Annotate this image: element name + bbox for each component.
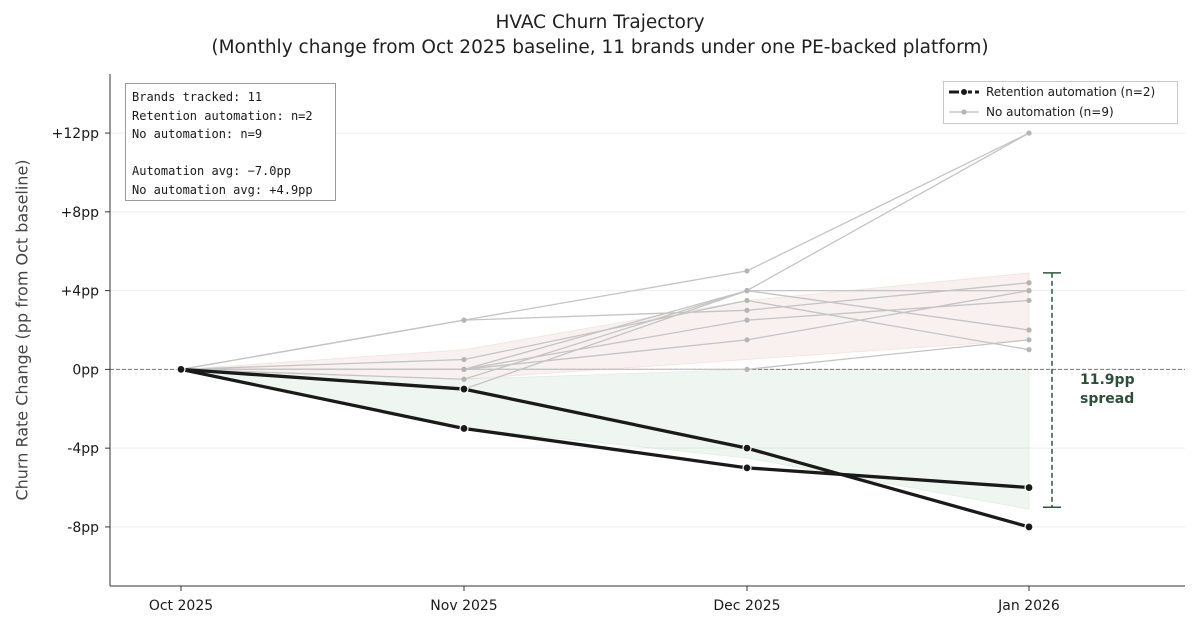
stats-line: Retention automation: n=2	[132, 108, 313, 123]
stats-line: No automation: n=9	[132, 127, 263, 141]
series-line-automation	[180, 367, 1030, 529]
x-tick-label: Jan 2026	[997, 598, 1060, 614]
data-point-automation	[1024, 522, 1034, 532]
stats-line: Automation avg: −7.0pp	[132, 164, 291, 178]
y-tick-label: +8pp	[61, 205, 100, 221]
x-tick-label: Oct 2025	[149, 598, 213, 614]
data-point-automation	[742, 443, 752, 453]
spread-value: 11.9pp	[1080, 372, 1135, 388]
legend-swatch-automation	[949, 88, 979, 96]
band-none	[180, 272, 1030, 380]
data-point-no-automation	[1026, 327, 1032, 333]
y-tick-label: +12pp	[52, 126, 99, 142]
data-point-no-automation	[744, 297, 750, 304]
legend-label-automation: Retention automation (n=2)	[986, 85, 1156, 99]
y-tick-label: +4pp	[61, 284, 100, 300]
legend-swatch-no-automation	[949, 109, 979, 115]
x-tick-label: Nov 2025	[430, 598, 497, 614]
data-point-automation	[459, 384, 469, 394]
data-point-automation	[742, 463, 752, 473]
y-tick-label: 0pp	[72, 362, 99, 378]
x-tick-label: Dec 2025	[713, 598, 780, 614]
legend-item-automation: Retention automation (n=2)	[948, 83, 1155, 101]
y-axis-label: Churn Rate Change (pp from Oct baseline)	[12, 159, 32, 501]
stats-box: Brands tracked: 11 Retention automation: …	[125, 83, 336, 201]
band-automation	[180, 368, 1030, 510]
data-point-no-automation	[461, 317, 467, 323]
data-point-no-automation	[744, 317, 750, 323]
legend-label-no-automation: No automation (n=9)	[986, 105, 1114, 119]
spread-annotation: 11.9pp spread	[1080, 371, 1135, 409]
y-tick-label: -8pp	[67, 520, 99, 536]
series-line-automation	[180, 367, 1030, 490]
data-point-no-automation	[1026, 347, 1032, 353]
stats-line: Brands tracked: 11	[132, 90, 263, 104]
series-line-no-automation	[181, 339, 1030, 371]
series-line-no-automation	[180, 299, 1030, 371]
data-point-no-automation	[744, 366, 750, 372]
data-point-no-automation	[744, 307, 750, 313]
series-line-no-automation	[180, 282, 1030, 371]
data-point-no-automation	[1026, 280, 1032, 286]
stats-line	[132, 144, 335, 163]
data-point-automation	[1024, 482, 1034, 493]
legend: Retention automation (n=2) No automation…	[943, 81, 1178, 124]
data-point-no-automation	[1026, 130, 1032, 136]
stats-line: No automation avg: +4.9pp	[132, 182, 313, 197]
data-point-automation	[176, 364, 186, 374]
data-point-no-automation	[744, 337, 750, 343]
data-point-no-automation	[461, 356, 467, 363]
y-tick-label: -4pp	[67, 441, 99, 457]
spread-word: spread	[1080, 391, 1135, 407]
data-point-no-automation	[461, 376, 467, 382]
data-point-no-automation	[1026, 288, 1032, 294]
data-point-no-automation	[744, 288, 750, 294]
chart-subtitle: (Monthly change from Oct 2025 baseline, …	[211, 37, 989, 58]
data-point-no-automation	[1026, 337, 1032, 343]
chart-title: HVAC Churn Trajectory	[495, 12, 705, 33]
data-point-automation	[459, 423, 469, 434]
legend-item-no-automation: No automation (n=9)	[948, 103, 1114, 121]
data-point-no-automation	[744, 268, 750, 274]
data-point-no-automation	[461, 366, 467, 372]
series-line-no-automation	[180, 289, 1030, 380]
data-point-no-automation	[1026, 297, 1032, 304]
